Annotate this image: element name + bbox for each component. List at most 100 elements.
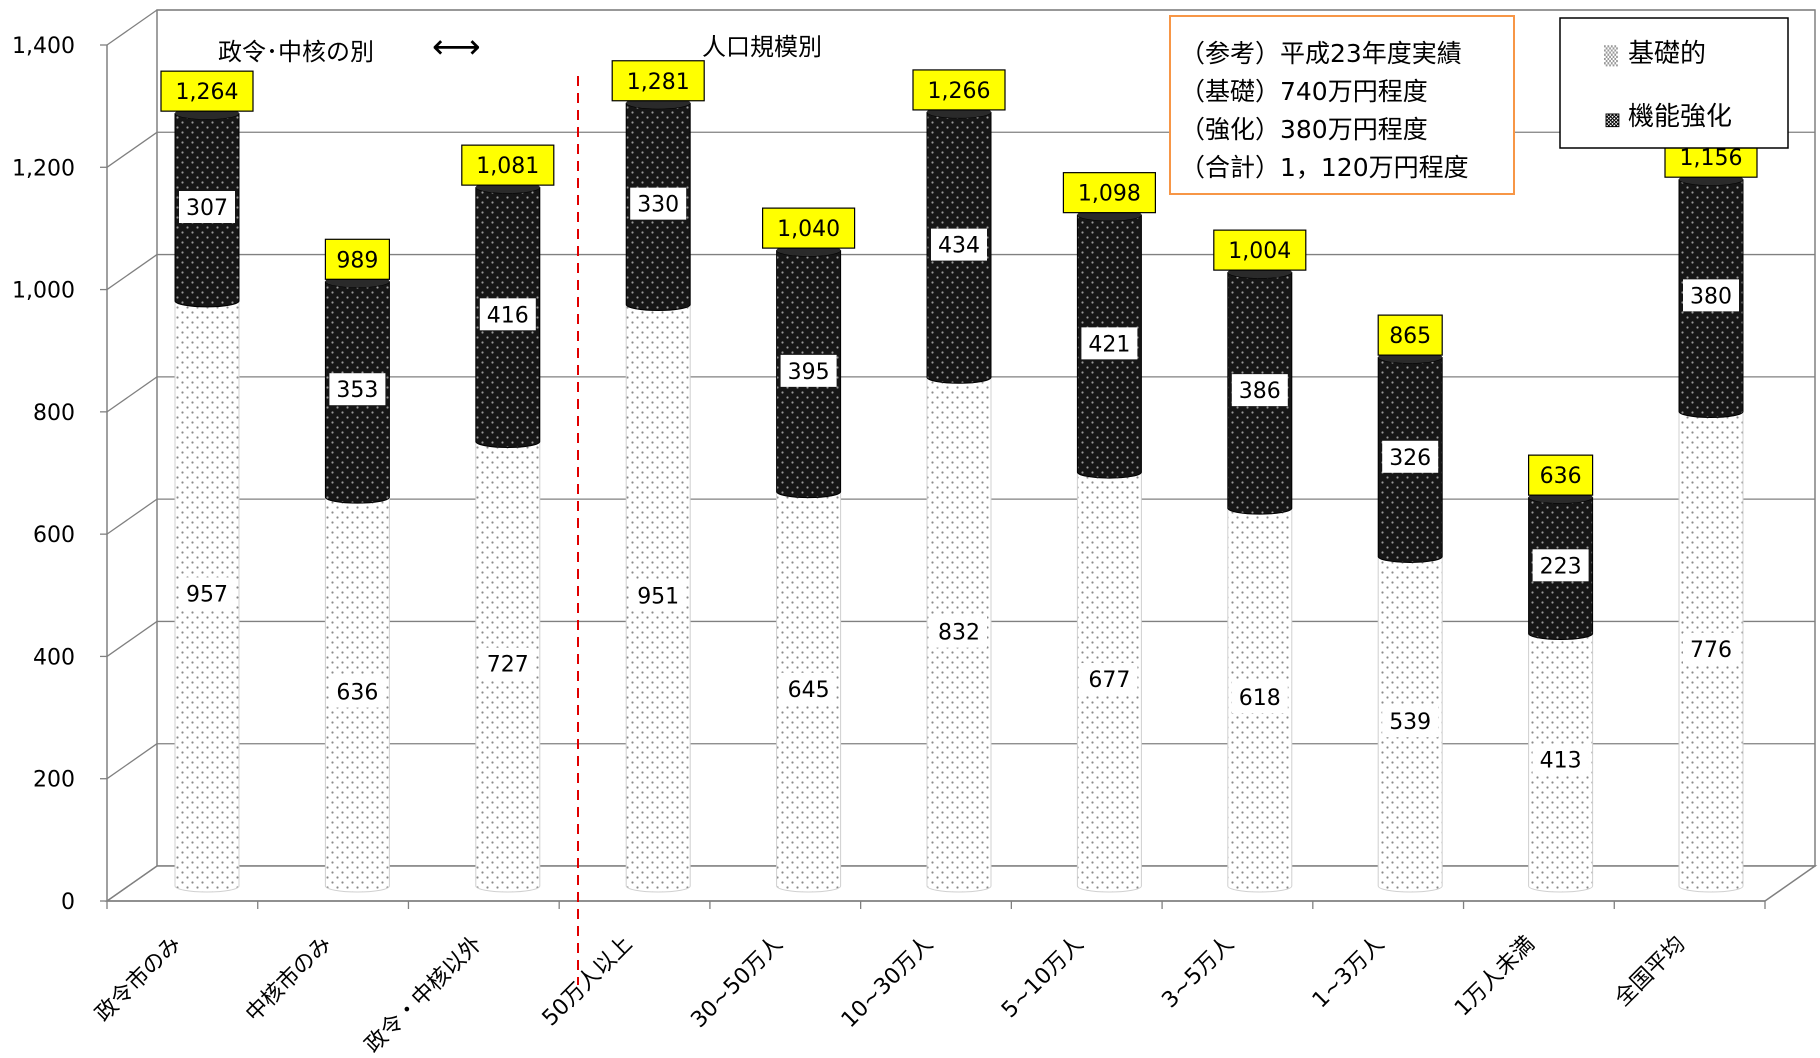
data-label-basic: 727 [487,653,529,678]
total-label: 1,264 [176,80,239,105]
data-label-basic: 636 [336,681,378,706]
data-label-basic-bg [479,647,536,680]
data-label-enhanced-bg [1532,549,1589,582]
data-label-basic-bg [1683,632,1739,665]
reference-box-frame [1169,15,1515,195]
data-label-basic-bg [1081,663,1138,696]
total-label-bg [1377,314,1443,356]
data-label-enhanced: 395 [788,360,830,385]
legend-label-enhanced: 機能強化 [1628,102,1732,132]
total-label-bg [611,60,705,102]
reference-line-4: （合計）1，120万円程度 [1180,153,1469,182]
total-label-bg [1527,454,1594,496]
legend: ▒ 基礎的 ▩ 機能強化 [1559,17,1789,149]
data-label-enhanced: 353 [336,378,378,403]
annotation-left-label: 政令･中核の別 [218,38,374,66]
total-label: 1,004 [1228,239,1291,264]
y-tick-label: 800 [33,401,75,426]
gridline-side [106,254,158,291]
y-tick-label: 200 [33,768,75,793]
data-label-enhanced: 330 [637,193,679,218]
annotation-arrow: ⟷ [432,27,481,67]
x-category-label: 3~5万人 [1157,932,1239,1014]
total-label: 989 [336,248,378,273]
data-label-enhanced-bg [1683,279,1739,312]
data-label-enhanced-bg [1382,440,1439,473]
legend-frame [1559,17,1789,149]
data-label-enhanced: 416 [487,303,529,328]
gridline-side [106,498,158,535]
y-tick-label: 400 [33,645,75,670]
data-label-basic: 618 [1239,686,1281,711]
gridline-side [106,9,158,46]
data-label-basic-bg [329,675,386,708]
total-label-bg [912,69,1006,111]
data-label-enhanced-bg [479,298,536,331]
data-label-enhanced: 380 [1690,284,1732,309]
y-tick-label: 1,200 [12,156,75,181]
data-label-basic: 776 [1690,638,1732,663]
y-tick-label: 1,000 [12,279,75,304]
total-label: 1,098 [1078,182,1141,207]
data-label-enhanced: 421 [1088,332,1130,357]
total-label-bg [160,70,254,112]
data-label-basic: 951 [637,584,679,609]
total-label-bg [1062,172,1157,214]
reference-box: （参考）平成23年度実績 （基礎）740万円程度 （強化）380万円程度 （合計… [1169,15,1515,195]
total-label: 865 [1389,324,1431,349]
data-label-basic: 832 [938,621,980,646]
data-label-enhanced-bg [630,187,687,220]
data-label-enhanced-bg [780,354,837,387]
x-category-label: 50万人以上 [538,932,638,1032]
legend-symbol-enhanced: ▩ [1604,109,1621,130]
data-label-basic: 677 [1088,668,1130,693]
total-label: 636 [1540,464,1582,489]
legend-label-basic: 基礎的 [1628,39,1706,69]
total-label: 1,281 [627,70,690,95]
data-label-basic: 413 [1540,749,1582,774]
data-label-basic: 957 [186,582,228,607]
x-category-label: 1~3万人 [1308,932,1390,1014]
data-label-enhanced: 434 [938,234,980,259]
x-category-label: 30~50万人 [686,932,787,1033]
gridline-side [106,376,158,413]
data-label-enhanced-bg [931,228,987,261]
data-label-basic: 539 [1389,710,1431,735]
total-label: 1,266 [928,79,991,104]
total-label: 1,081 [476,154,539,179]
x-category-label: 政令市のみ [91,932,186,1027]
data-label-enhanced-bg [1081,327,1138,360]
gridline-side [106,865,158,902]
data-label-basic: 645 [788,678,830,703]
annotation-right-label: 人口規模別 [702,33,822,61]
reference-line-2: （基礎）740万円程度 [1180,77,1428,106]
gridline-side [106,743,158,780]
total-label-bg [1213,229,1307,271]
labels-layer: 957 307 1,264 636 353 989 727 416 1,081 951 330 1,2… [160,60,1758,985]
total-label: 1,156 [1680,146,1743,171]
data-label-basic-bg [630,579,687,612]
data-label-enhanced-bg [1231,374,1288,407]
x-category-label: 10~30万人 [837,932,938,1033]
data-label-basic-bg [780,672,837,705]
y-tick-label: 600 [33,523,75,548]
data-label-enhanced: 307 [186,196,228,221]
data-label-enhanced-bg [179,191,235,224]
x-category-label: 政令・中核以外 [360,932,487,1058]
data-label-enhanced: 386 [1239,379,1281,404]
gridline-side [106,131,158,168]
total-label: 1,040 [777,217,840,242]
total-label-bg [461,144,555,186]
data-label-enhanced-bg [329,373,386,406]
y-tick-label: 0 [61,890,75,915]
legend-symbol-basic: ▒ [1604,45,1618,67]
data-label-enhanced: 326 [1389,446,1431,471]
total-label-bg [324,238,390,280]
data-label-basic-bg [179,577,235,610]
x-category-label: 1万人未満 [1450,932,1540,1022]
data-label-basic-bg [1231,681,1288,714]
reference-line-3: （強化）380万円程度 [1180,115,1428,144]
group-annotation: 政令･中核の別 ⟷ 人口規模別 [218,27,822,67]
x-category-label: 全国平均 [1610,932,1690,1012]
